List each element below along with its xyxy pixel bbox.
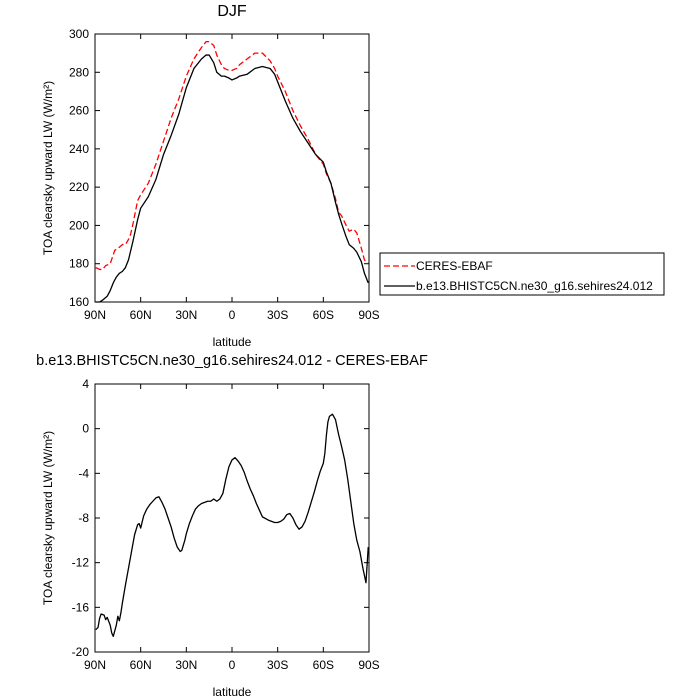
bottom-x-tick-label: 60S (313, 658, 334, 672)
bottom-y-tick-label: -16 (72, 600, 90, 614)
bottom-x-tick-label: 30N (175, 658, 197, 672)
bottom-y-tick-label: 0 (82, 422, 89, 436)
bottom-y-tick-label: 4 (82, 377, 89, 391)
top-series (95, 41, 369, 303)
top-y-axis-title: TOA clearsky upward LW (W/m²) (41, 81, 55, 255)
bottom-y-tick-label: -12 (72, 556, 90, 570)
top-y-tick-label: 300 (69, 27, 89, 41)
top-x-axis-title: latitude (213, 335, 252, 349)
top-plot-frame (94, 33, 370, 303)
top-x-tick-label: 60S (313, 308, 334, 322)
bottom-x-tick-label: 90N (84, 658, 106, 672)
bottom-y-tick-label: -4 (78, 466, 89, 480)
bottom-x-tick-label: 90S (358, 658, 379, 672)
bottom-y-tick-label: -8 (78, 511, 89, 525)
bottom-series-line-0 (95, 413, 369, 638)
top-series-line-1 (95, 54, 369, 303)
top-series-line-0 (95, 41, 369, 271)
bottom-x-axis-title: latitude (213, 685, 252, 699)
top-y-tick-label: 260 (69, 104, 89, 118)
top-y-tick-label: 240 (69, 142, 89, 156)
bottom-y-axis-title: TOA clearsky upward LW (W/m²) (41, 431, 55, 605)
top-x-tick-label: 60N (130, 308, 152, 322)
top-y-tick-label: 160 (69, 295, 89, 309)
top-y-tick-label: 280 (69, 65, 89, 79)
top-legend: CERES-EBAF b.e13.BHISTC5CN.ne30_g16.sehi… (379, 252, 665, 296)
bottom-x-tick-label: 30S (267, 658, 288, 672)
bottom-x-tick-label: 0 (229, 658, 236, 672)
legend-frame (379, 252, 665, 296)
top-x-tick-label: 90N (84, 308, 106, 322)
top-panel-title: DJF (217, 3, 247, 20)
bottom-ticks: 90N 60N 30N 0 30S 60S 90S -20 -16 -12 -8 -4 0 4 (72, 377, 380, 672)
bottom-series (95, 413, 369, 638)
legend-label-ceres: CERES-EBAF (416, 259, 493, 273)
bottom-x-tick-label: 60N (130, 658, 152, 672)
top-x-tick-label: 30S (267, 308, 288, 322)
top-ticks: 90N 60N 30N 0 30S 60S 90S 160 180 200 220 240 260 280… (69, 27, 380, 322)
top-y-tick-label: 180 (69, 257, 89, 271)
bottom-y-tick-label: -20 (72, 645, 90, 659)
top-panel: DJF 90N 60N 30N 0 30S 60S 90S 160 180 200 220 240 26… (41, 3, 380, 349)
top-x-tick-label: 0 (229, 308, 236, 322)
top-y-tick-label: 200 (69, 218, 89, 232)
top-x-tick-label: 90S (358, 308, 379, 322)
top-x-tick-label: 30N (175, 308, 197, 322)
bottom-panel-title: b.e13.BHISTC5CN.ne30_g16.sehires24.012 -… (36, 353, 428, 369)
top-y-tick-label: 220 (69, 180, 89, 194)
legend-label-model: b.e13.BHISTC5CN.ne30_g16.sehires24.012 (416, 279, 653, 293)
bottom-panel: b.e13.BHISTC5CN.ne30_g16.sehires24.012 -… (36, 353, 428, 699)
